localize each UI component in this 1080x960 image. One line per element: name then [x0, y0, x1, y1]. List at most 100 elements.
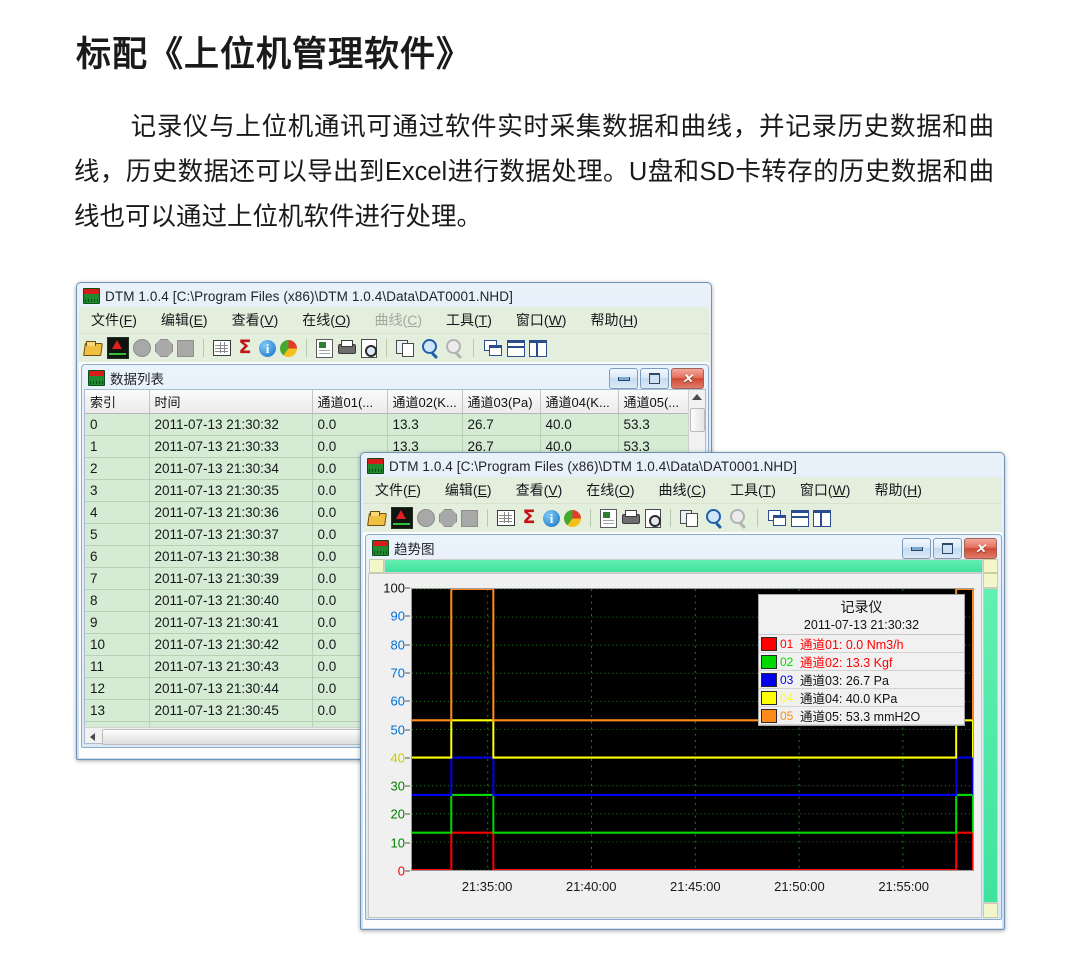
record-start-icon[interactable]: [417, 509, 435, 527]
legend-row[interactable]: 01 通道01: 0.0 Nm3/h: [759, 635, 964, 653]
print-icon[interactable]: [337, 338, 357, 358]
menu-item-3[interactable]: 查看(V): [231, 312, 279, 328]
menu-item-4[interactable]: 在线(O): [302, 312, 351, 328]
open-file-icon[interactable]: [367, 508, 387, 528]
table-cell: 13: [85, 699, 150, 722]
menu-item-6[interactable]: 工具(T): [729, 482, 776, 498]
column-header-6[interactable]: 通道04(K...: [540, 390, 619, 414]
realtime-curve-icon[interactable]: [391, 507, 413, 529]
zoom-in-icon[interactable]: [704, 508, 724, 528]
scroll-left-icon[interactable]: [90, 733, 95, 741]
data-table-icon[interactable]: [213, 340, 231, 356]
statistics-icon[interactable]: Σ: [238, 336, 252, 358]
legend-row[interactable]: 03 通道03: 26.7 Pa: [759, 671, 964, 689]
open-file-icon[interactable]: [83, 338, 103, 358]
tile-vertical-icon[interactable]: [813, 509, 831, 527]
record-start-icon[interactable]: [133, 339, 151, 357]
column-header-4[interactable]: 通道02(K...: [387, 390, 463, 414]
info-icon[interactable]: i: [259, 339, 276, 357]
trend-right-scroll-thumb[interactable]: [983, 588, 998, 903]
menu-item-7[interactable]: 窗口(W): [515, 312, 567, 328]
trend-titlebar[interactable]: 趋势图 ✕: [368, 537, 999, 559]
trend-plot-area[interactable]: 0 10 20 30 40 50 60 70 80 90 100 21:35:00 21:40:00 2…: [368, 573, 982, 918]
print-preview-icon[interactable]: [361, 338, 377, 358]
menu-item-5[interactable]: 曲线(C): [658, 482, 706, 498]
menu-item-8[interactable]: 帮助(H): [874, 482, 922, 498]
close-button[interactable]: ✕: [964, 538, 997, 559]
menu-item-7[interactable]: 窗口(W): [799, 482, 851, 498]
export-excel-icon[interactable]: [600, 508, 617, 528]
mdi-client-front: 趋势图 ✕ 0 10 20 30 40 50 60 70 80 90 100: [363, 532, 1002, 928]
scroll-up-icon[interactable]: [692, 394, 702, 400]
legend-row[interactable]: 05 通道05: 53.3 mmH2O: [759, 707, 964, 725]
zoom-out-icon[interactable]: [728, 508, 748, 528]
zoom-out-icon[interactable]: [444, 338, 464, 358]
pie-chart-icon[interactable]: [280, 339, 297, 357]
table-row[interactable]: 0 2011-07-13 21:30:32 0.0 13.3 26.7 40.0 53.3: [85, 413, 688, 436]
chart-legend[interactable]: 记录仪 2011-07-13 21:30:32 01 通道01: 0.0 Nm3/…: [758, 594, 965, 726]
data-list-titlebar[interactable]: 数据列表 ✕: [84, 367, 706, 389]
record-stop-icon[interactable]: [439, 509, 457, 527]
statistics-icon[interactable]: Σ: [522, 506, 536, 528]
trend-right-scroll-up[interactable]: [983, 573, 998, 588]
trend-right-scroll-down[interactable]: [983, 903, 998, 918]
trend-top-scroll-left[interactable]: [369, 559, 384, 573]
cascade-windows-icon[interactable]: [483, 338, 503, 358]
print-preview-icon[interactable]: [645, 508, 661, 528]
scroll-thumb[interactable]: [690, 408, 705, 432]
chart-canvas[interactable]: [411, 588, 974, 871]
trend-chart-window[interactable]: 趋势图 ✕ 0 10 20 30 40 50 60 70 80 90 100: [365, 534, 1002, 920]
window-titlebar-front[interactable]: DTM 1.0.4 [C:\Program Files (x86)\DTM 1.…: [363, 455, 1002, 477]
record-halt-icon[interactable]: [177, 339, 194, 357]
minimize-button[interactable]: [609, 368, 638, 389]
legend-row[interactable]: 02 通道02: 13.3 Kgf: [759, 653, 964, 671]
close-button[interactable]: ✕: [671, 368, 704, 389]
export-excel-icon[interactable]: [316, 338, 333, 358]
realtime-curve-icon[interactable]: [107, 337, 129, 359]
copy-icon[interactable]: [396, 338, 416, 358]
page-description: 记录仪与上位机通讯可通过软件实时采集数据和曲线，并记录历史数据和曲线，历史数据还…: [74, 105, 994, 240]
trend-top-scrollbar[interactable]: [369, 559, 998, 573]
menu-item-3[interactable]: 查看(V): [515, 482, 563, 498]
tile-horizontal-icon[interactable]: [791, 509, 809, 527]
trend-right-scrollbar[interactable]: [983, 573, 998, 918]
menu-item-2[interactable]: 编辑(E): [160, 312, 208, 328]
legend-channel-number: 04: [780, 690, 794, 705]
pie-chart-icon[interactable]: [564, 509, 581, 527]
record-stop-icon[interactable]: [155, 339, 173, 357]
trend-top-scroll-right[interactable]: [983, 559, 998, 573]
column-header-1[interactable]: 索引: [85, 390, 150, 414]
data-table-icon[interactable]: [497, 510, 515, 526]
minimize-button[interactable]: [902, 538, 931, 559]
chart-series-通道02: [412, 793, 973, 834]
tile-horizontal-icon[interactable]: [507, 339, 525, 357]
cascade-windows-icon[interactable]: [767, 508, 787, 528]
menu-item-1[interactable]: 文件(F): [91, 312, 137, 328]
column-header-2[interactable]: 时间: [149, 390, 313, 414]
window-titlebar-back[interactable]: DTM 1.0.4 [C:\Program Files (x86)\DTM 1.…: [79, 285, 709, 307]
zoom-in-icon[interactable]: [420, 338, 440, 358]
menubar-back[interactable]: 文件(F) 编辑(E) 查看(V) 在线(O) 曲线(C) 工具(T) 窗口(W) 帮助(H): [79, 307, 709, 334]
menu-item-2[interactable]: 编辑(E): [444, 482, 492, 498]
maximize-button[interactable]: [640, 368, 669, 389]
info-icon[interactable]: i: [543, 509, 560, 527]
dtm-main-window-front[interactable]: DTM 1.0.4 [C:\Program Files (x86)\DTM 1.…: [360, 452, 1005, 930]
toolbar-separator: [306, 339, 307, 357]
record-halt-icon[interactable]: [461, 509, 478, 527]
menu-item-6[interactable]: 工具(T): [445, 312, 492, 328]
trend-top-scroll-thumb[interactable]: [384, 559, 983, 573]
print-icon[interactable]: [621, 508, 641, 528]
legend-row[interactable]: 04 通道04: 40.0 KPa: [759, 689, 964, 707]
column-header-3[interactable]: 通道01(...: [312, 390, 388, 414]
maximize-button[interactable]: [933, 538, 962, 559]
menu-item-1[interactable]: 文件(F): [375, 482, 421, 498]
menu-item-4[interactable]: 在线(O): [586, 482, 635, 498]
copy-icon[interactable]: [680, 508, 700, 528]
column-header-5[interactable]: 通道03(Pa): [462, 390, 541, 414]
menubar-front[interactable]: 文件(F) 编辑(E) 查看(V) 在线(O) 曲线(C) 工具(T) 窗口(W) 帮助(H): [363, 477, 1002, 504]
column-header-7[interactable]: 通道05(...: [618, 390, 688, 414]
tile-vertical-icon[interactable]: [529, 339, 547, 357]
menu-item-8[interactable]: 帮助(H): [590, 312, 638, 328]
